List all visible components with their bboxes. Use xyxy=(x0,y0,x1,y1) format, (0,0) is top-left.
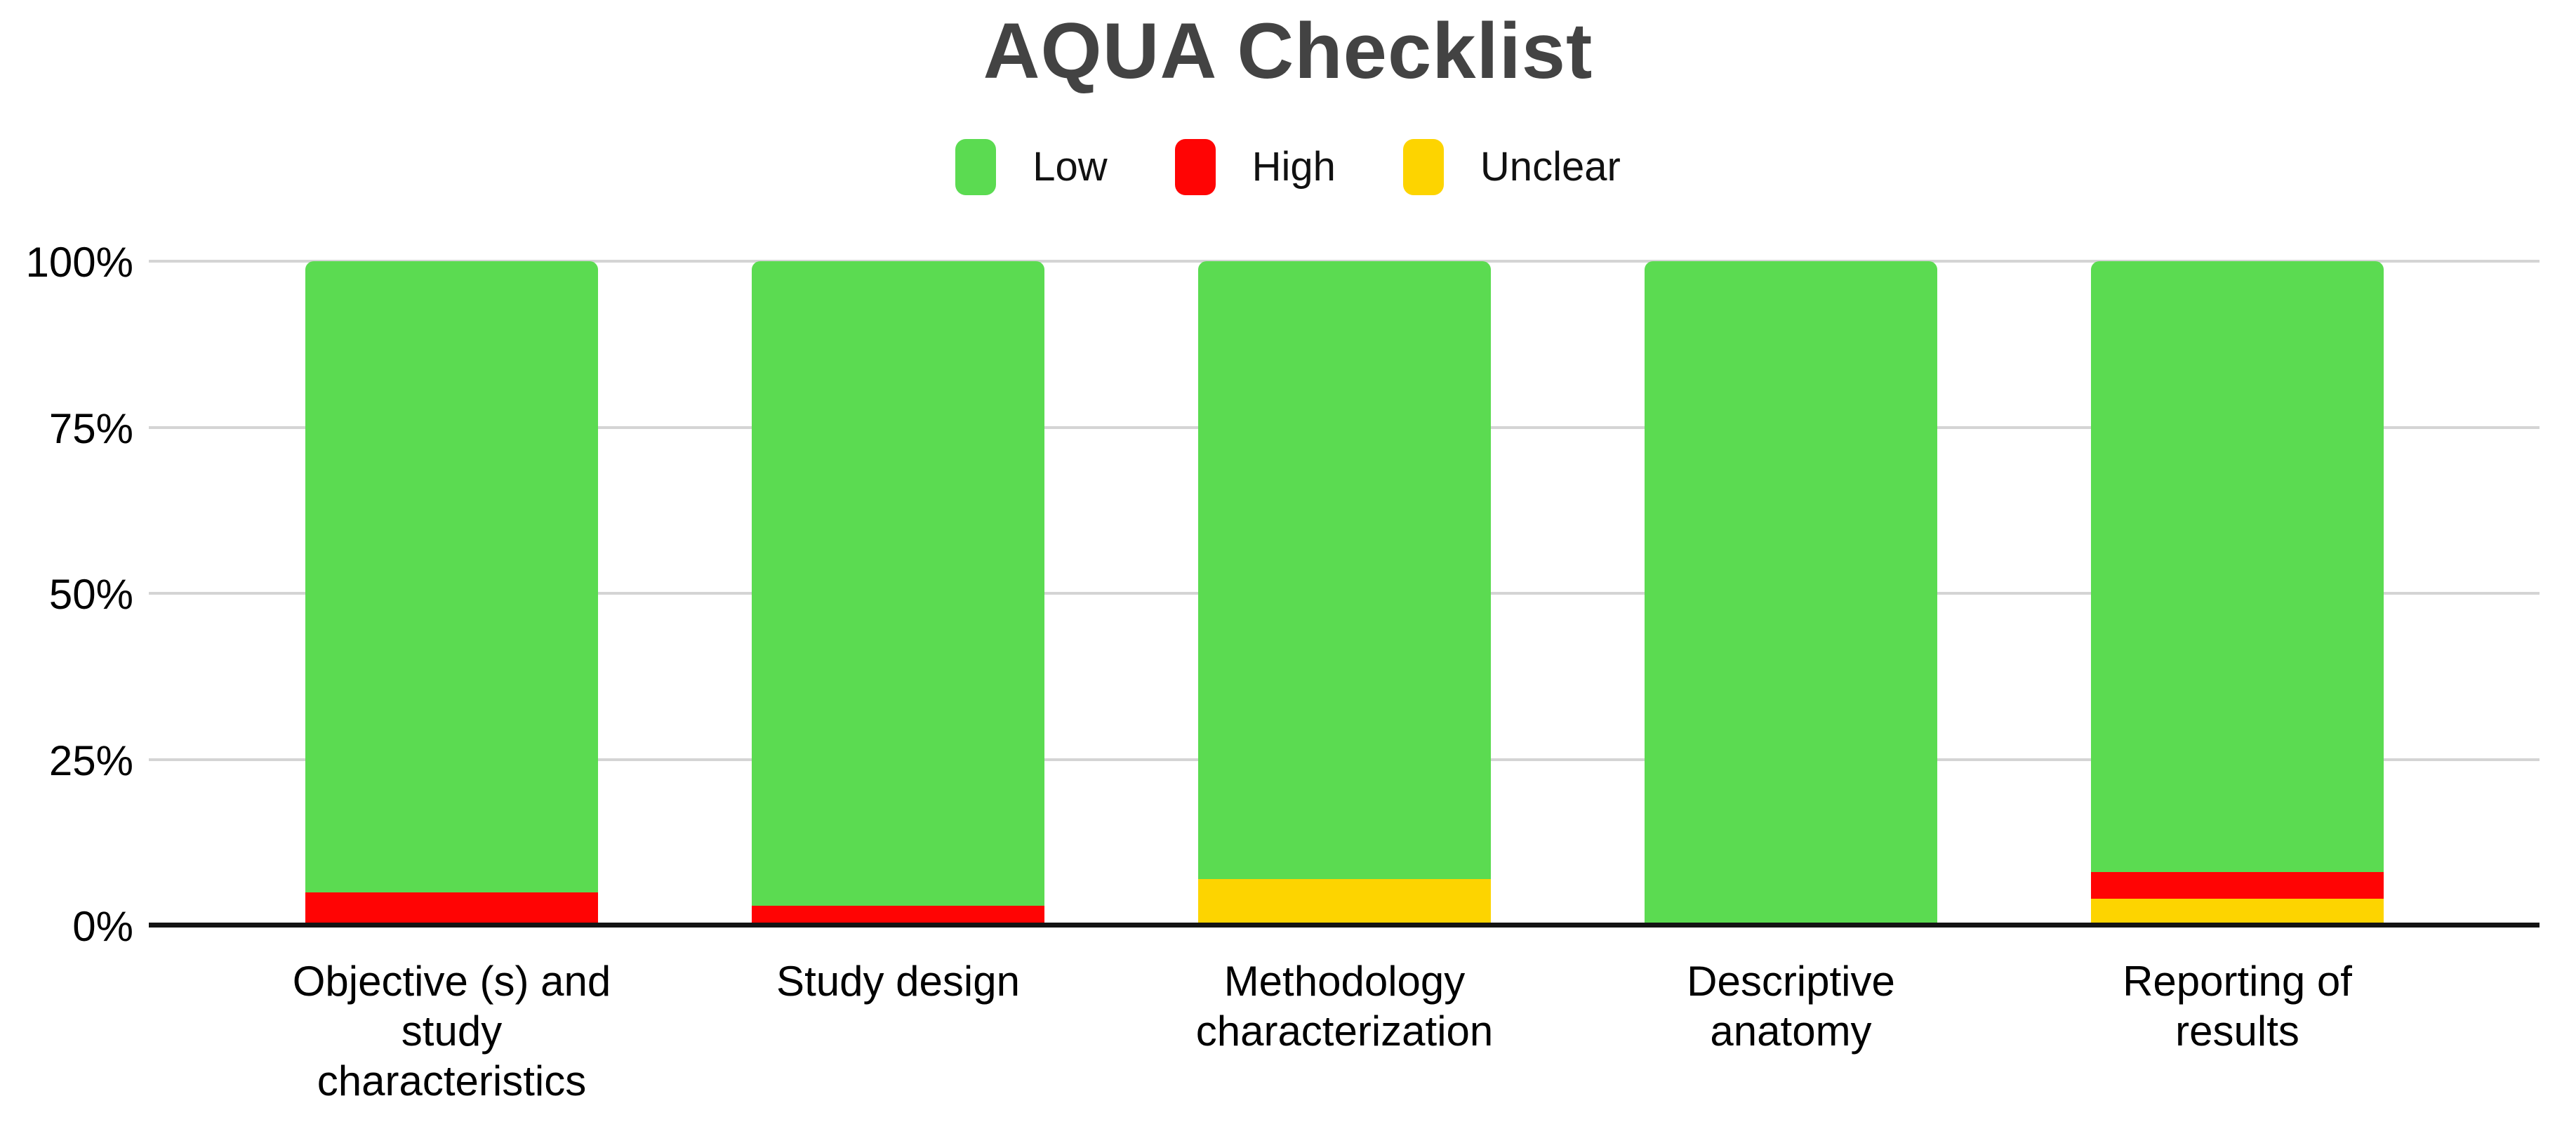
legend-item-high: High xyxy=(1174,139,1336,195)
y-tick-label: 25% xyxy=(48,737,133,784)
bar-segment-high xyxy=(305,892,598,925)
bar-segment-low xyxy=(2091,261,2384,873)
bar-5 xyxy=(2091,261,2384,925)
x-axis-label-2: Study design xyxy=(776,958,1020,1005)
bar-2 xyxy=(752,261,1044,925)
bar-4 xyxy=(1645,261,1937,925)
gridline xyxy=(149,260,2540,263)
bar-segment-unclear xyxy=(2091,899,2384,925)
legend-label: Low xyxy=(1033,144,1108,190)
y-tick-label: 100% xyxy=(25,239,133,286)
bar-segment-high xyxy=(2091,872,2384,899)
bar-segment-high xyxy=(752,905,1044,925)
x-axis-label-4: Descriptive anatomy xyxy=(1687,958,1895,1055)
x-axis-line xyxy=(149,923,2540,928)
bar-segment-low xyxy=(1645,261,1937,925)
bar-segment-low xyxy=(752,261,1044,906)
chart-title: AQUA Checklist xyxy=(983,7,1593,95)
bar-1 xyxy=(305,261,598,925)
x-axis-label-3: Methodology characterization xyxy=(1195,958,1494,1055)
bar-segment-low xyxy=(305,261,598,892)
legend-item-unclear: Unclear xyxy=(1402,139,1621,195)
legend-label: Unclear xyxy=(1480,144,1621,190)
bar-3 xyxy=(1198,261,1491,925)
legend-item-low: Low xyxy=(955,139,1108,195)
chart-legend: Low High Unclear xyxy=(0,139,2576,195)
y-tick-label: 50% xyxy=(48,571,133,618)
legend-swatch-high xyxy=(1174,139,1216,195)
legend-swatch-low xyxy=(955,139,997,195)
bar-segment-low xyxy=(1198,261,1491,879)
legend-swatch-unclear xyxy=(1402,139,1444,195)
legend-label: High xyxy=(1252,144,1336,190)
x-axis-label-5: Reporting of results xyxy=(2123,958,2352,1055)
bar-segment-unclear xyxy=(1198,878,1491,925)
x-axis-label-1: Objective (s) and study characteristics xyxy=(292,958,611,1104)
y-tick-label: 0% xyxy=(72,903,133,950)
y-tick-label: 75% xyxy=(48,404,133,452)
